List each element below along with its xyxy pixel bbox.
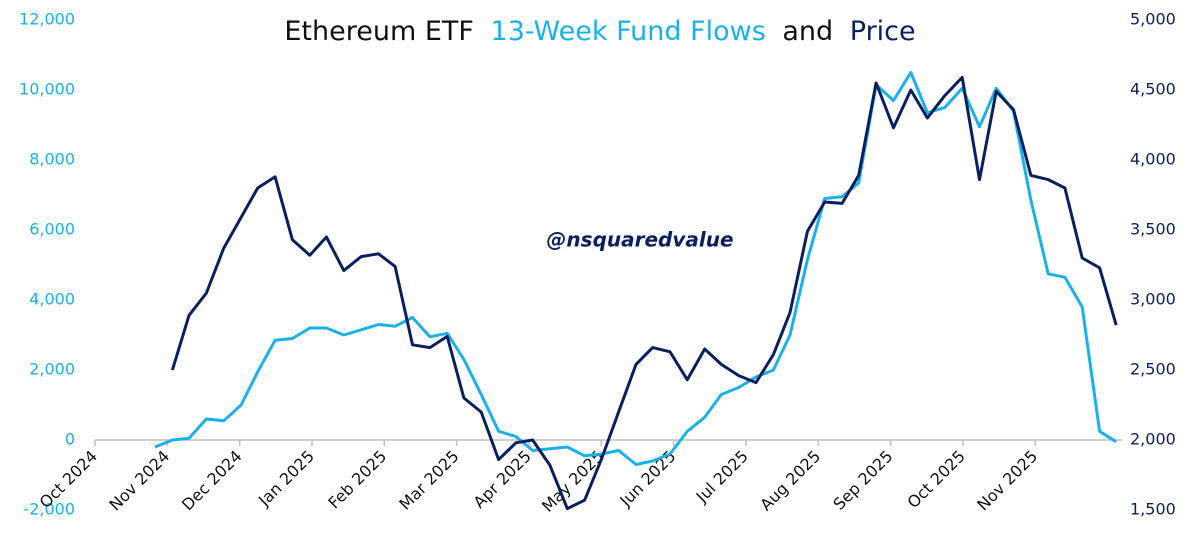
- y-tick-label: 8,000: [29, 150, 75, 169]
- y-tick-label: 0: [65, 430, 75, 449]
- y2-tick-label: 4,500: [1130, 80, 1176, 99]
- x-tick-label: Jul 2025: [692, 447, 752, 507]
- y-tick-label: 2,000: [29, 360, 75, 379]
- series-line: [154, 71, 1118, 466]
- y-tick-label: -2,000: [23, 500, 75, 519]
- y-tick-label: 12,000: [19, 10, 75, 29]
- y2-tick-label: 2,000: [1130, 430, 1176, 449]
- x-tick-label: Oct 2025: [904, 447, 969, 512]
- y2-tick-label: 3,500: [1130, 220, 1176, 239]
- title-part: Ethereum ETF: [284, 16, 474, 47]
- annotation: @nsquaredvalue: [546, 228, 733, 252]
- x-tick-label: Sep 2025: [829, 447, 896, 514]
- x-tick-label: Aug 2025: [756, 447, 824, 515]
- y-tick-label: 6,000: [29, 220, 75, 239]
- x-tick-label: Dec 2024: [178, 447, 246, 515]
- title-part: Price: [850, 16, 916, 47]
- x-tick-label: Nov 2024: [105, 447, 173, 515]
- y2-tick-label: 3,000: [1130, 290, 1176, 309]
- title-part: 13-Week Fund Flows: [491, 16, 766, 47]
- chart-title: Ethereum ETF 13-Week Fund Flows and Pric…: [284, 16, 915, 47]
- y2-tick-label: 4,000: [1130, 150, 1176, 169]
- title-part: and: [782, 16, 833, 47]
- x-tick-label: Mar 2025: [395, 447, 462, 514]
- y-tick-label: 4,000: [29, 290, 75, 309]
- y-tick-label: 10,000: [19, 80, 75, 99]
- x-tick-label: Jan 2025: [254, 447, 318, 511]
- x-tick-label: Nov 2025: [973, 447, 1041, 515]
- series-line: [170, 75, 1118, 511]
- y2-tick-label: 2,500: [1130, 360, 1176, 379]
- y2-tick-label: 1,500: [1130, 500, 1176, 519]
- x-tick-label: Feb 2025: [324, 447, 390, 513]
- y2-tick-label: 5,000: [1130, 10, 1176, 29]
